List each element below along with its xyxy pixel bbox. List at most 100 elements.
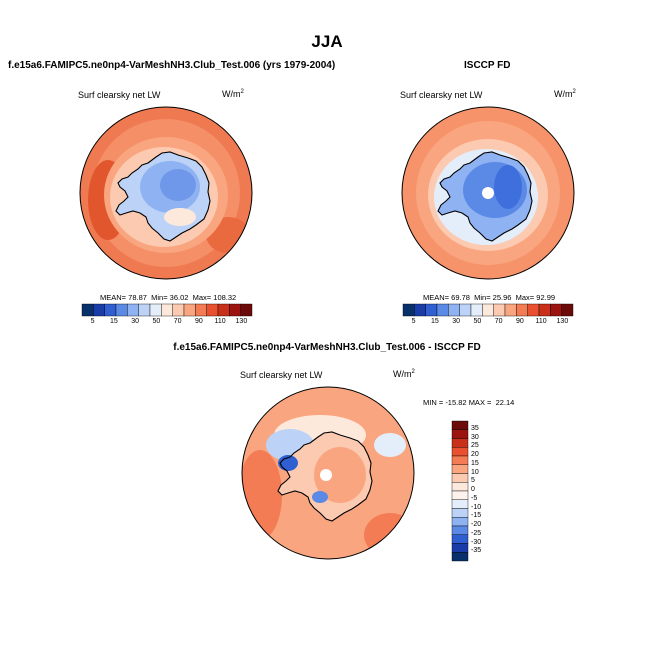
colorbar-tick-label: -35 (471, 547, 482, 555)
interior-core (160, 169, 196, 201)
colorbar-swatch (493, 303, 506, 317)
colorbar-swatch (451, 525, 469, 535)
colorbar-swatch (516, 303, 528, 317)
colorbar-swatch (104, 303, 117, 317)
colorbar-swatch (451, 464, 469, 474)
colorbar-tick-label: -20 (471, 521, 482, 528)
colorbar-swatch (538, 303, 551, 317)
colorbar-swatch (451, 490, 469, 500)
colorbar-tick-label: 110 (535, 318, 547, 325)
missing-data-pole (482, 187, 494, 199)
panel-1-map (79, 106, 253, 280)
interior-core (494, 165, 522, 209)
colorbar-swatch (504, 303, 517, 317)
colorbar-tick-label: 30 (452, 318, 461, 325)
interior-field (314, 447, 366, 503)
colorbar-swatch (451, 447, 469, 457)
antarctica-coastline (277, 431, 373, 522)
colorbar-swatch (561, 303, 574, 317)
antarctica-coastline (437, 151, 533, 242)
panel-3-variable-label: Surf clearsky net LW (240, 370, 323, 380)
colorbar-tick-label: 70 (494, 318, 503, 325)
panel-3-stats: MIN = -15.82 MAX = 22.14 (423, 398, 515, 407)
colorbar-swatch (115, 303, 128, 317)
colorbar-swatch (172, 303, 185, 317)
colorbar-swatch (451, 420, 469, 430)
panel-2-variable-label: Surf clearsky net LW (400, 90, 483, 100)
negative-patch (312, 491, 328, 503)
colorbar-tick-label: 5 (471, 477, 475, 485)
colorbar-tick-label: 50 (473, 318, 482, 325)
colorbar-swatch (451, 543, 469, 553)
panel-1-colorbar (81, 303, 253, 317)
colorbar-swatch (470, 303, 483, 317)
colorbar-swatch (482, 303, 494, 317)
colorbar-tick-label: -15 (471, 512, 482, 520)
colorbar-tick-label: 110 (214, 318, 226, 325)
colorbar-swatch (451, 499, 469, 509)
colorbar-tick-label: 90 (515, 318, 524, 325)
missing-data-pole (320, 469, 332, 481)
panel-1-stats: MEAN= 78.87 Min= 36.02 Max= 108.32 (100, 293, 237, 302)
colorbar-tick-label: 35 (471, 424, 479, 432)
colorbar-swatch (448, 303, 460, 317)
colorbar-swatch (127, 303, 139, 317)
colorbar-swatch (206, 303, 219, 317)
negative-patch (374, 433, 406, 457)
colorbar-swatch (451, 517, 469, 527)
colorbar-swatch (451, 534, 469, 544)
colorbar-tick-label: 70 (173, 318, 182, 325)
positive-patch (364, 513, 414, 557)
colorbar-swatch (451, 438, 469, 448)
panel-2-map (401, 106, 575, 280)
panel-1-units-label: W/m2 (222, 89, 244, 99)
panel-3-colorbar (451, 420, 469, 562)
colorbar-swatch (93, 303, 105, 317)
colorbar-swatch (459, 303, 472, 317)
colorbar-swatch (138, 303, 151, 317)
panel-2-title: ISCCP FD (464, 60, 511, 71)
panel-3-map (241, 386, 415, 560)
colorbar-tick-label: 10 (471, 468, 479, 476)
colorbar-tick-label: -25 (471, 529, 482, 537)
panel-1-variable-label: Surf clearsky net LW (78, 90, 161, 100)
colorbar-swatch (451, 552, 469, 562)
panel-2-stats: MEAN= 69.78 Min= 25.96 Max= 92.99 (423, 293, 556, 302)
panel-2-units-label: W/m2 (554, 89, 576, 99)
ross-ice (164, 208, 196, 226)
colorbar-tick-label: 30 (471, 433, 479, 441)
panel-3-colorbar-ticks: 35 30 25 20 15 10 5 0 -5 -10 -15 -20 -25 -30 -35 (471, 421, 495, 561)
colorbar-swatch (217, 303, 230, 317)
colorbar-tick-label: 130 (235, 318, 248, 325)
colorbar-tick-label: 15 (109, 318, 118, 325)
colorbar-tick-label: 20 (471, 451, 479, 458)
colorbar-swatch (527, 303, 540, 317)
colorbar-swatch (414, 303, 426, 317)
colorbar-tick-label: 15 (430, 318, 439, 325)
colorbar-tick-label: 90 (194, 318, 203, 325)
colorbar-swatch (550, 303, 562, 317)
colorbar-tick-label: 5 (411, 318, 416, 325)
colorbar-swatch (240, 303, 253, 317)
map-border (401, 106, 575, 280)
colorbar-tick-label: 25 (471, 442, 479, 450)
colorbar-tick-label: 0 (471, 486, 475, 493)
panel-2-colorbar-ticks: 5 15 30 50 70 90 110 130 (403, 318, 573, 328)
panel-2-colorbar (402, 303, 574, 317)
colorbar-swatch (451, 482, 469, 492)
map-border (241, 386, 415, 560)
colorbar-tick-label: 50 (152, 318, 161, 325)
colorbar-swatch (183, 303, 196, 317)
colorbar-swatch (229, 303, 241, 317)
panel-3-units-label: W/m2 (393, 369, 415, 379)
colorbar-swatch (425, 303, 438, 317)
colorbar-swatch (451, 429, 469, 439)
antarctica-coastline (115, 151, 211, 242)
figure-title: JJA (311, 32, 343, 51)
colorbar-tick-label: -10 (471, 503, 482, 511)
colorbar-swatch (451, 508, 469, 518)
colorbar-swatch (81, 303, 94, 317)
colorbar-tick-label: 130 (556, 318, 569, 325)
map-border (79, 106, 253, 280)
panel-1-colorbar-ticks: 5 15 30 50 70 90 110 130 (82, 318, 252, 328)
